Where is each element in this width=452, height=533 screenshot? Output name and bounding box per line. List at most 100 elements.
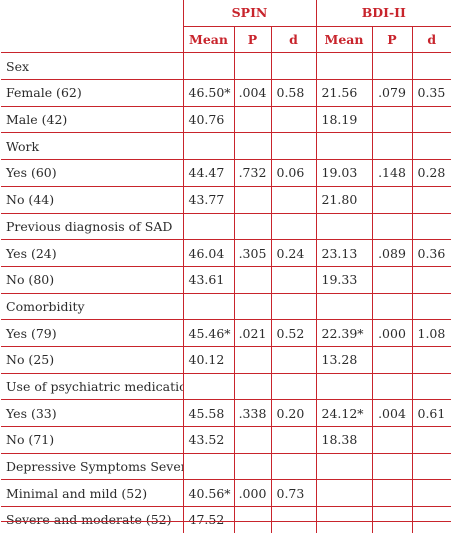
spin-mean-header: Mean xyxy=(182,25,234,53)
bdi-mean-cell: 19.03 xyxy=(315,159,372,187)
table-row: Yes (79) 45.46* .021 0.52 22.39* .000 1.08 xyxy=(1,319,452,347)
row-label: Yes (33) xyxy=(1,399,183,427)
spin-mean-cell: 46.50* xyxy=(182,79,234,107)
spin-mean-cell: 46.04 xyxy=(182,239,234,267)
bdi-mean-cell: 18.38 xyxy=(315,426,372,454)
bdi-mean-cell: 21.56 xyxy=(315,79,372,107)
bdi-d-cell: 0.61 xyxy=(411,399,452,427)
row-label: Yes (79) xyxy=(1,319,183,347)
empty-cell xyxy=(371,452,412,480)
spin-d-cell: 0.52 xyxy=(270,319,316,347)
empty-cell xyxy=(371,372,412,400)
row-label: Severe and moderate (52) xyxy=(1,506,183,533)
bdi-d-cell: 0.35 xyxy=(411,79,452,107)
bdi-mean-cell: 19.33 xyxy=(315,265,372,294)
table-row: No (71) 43.52 18.38 xyxy=(1,426,452,454)
empty-cell xyxy=(315,452,372,480)
bdi-d-cell: 0.36 xyxy=(411,239,452,267)
bdi-p-cell: .079 xyxy=(371,79,412,107)
empty-cell xyxy=(233,372,271,400)
spin-mean-cell: 45.58 xyxy=(182,399,234,427)
empty-cell xyxy=(182,212,234,240)
bdi-d-cell xyxy=(411,426,452,454)
section-header-row: Work xyxy=(1,132,452,160)
section-title: Depressive Symptoms Severity - BDI-II xyxy=(1,452,183,480)
empty-cell xyxy=(270,212,316,240)
table-row: Yes (24) 46.04.305 0.24 23.13.089 0.36 xyxy=(1,239,452,267)
bdi-d-cell: 1.08 xyxy=(411,319,452,347)
bdi-p-cell: .004 xyxy=(371,399,412,427)
bdi-mean-cell: 23.13 xyxy=(315,239,372,267)
empty-cell xyxy=(270,132,316,160)
bdi-mean-cell: 13.28 xyxy=(315,345,372,374)
section-title: Work xyxy=(1,132,183,160)
spin-p-cell xyxy=(233,345,271,374)
spin-p-cell xyxy=(233,185,271,213)
spin-group-header: SPIN xyxy=(182,0,316,27)
spin-d-cell xyxy=(270,506,316,533)
bdi-p-cell xyxy=(371,185,412,213)
section-title: Comorbidity xyxy=(1,292,183,320)
table-row: Yes (33) 45.58.338 0.20 24.12* .004 0.61 xyxy=(1,399,452,427)
bdi-d-cell xyxy=(411,105,452,133)
bdi-mean-header: Mean xyxy=(315,25,372,53)
spin-d-cell xyxy=(270,185,316,213)
table-row: Yes (60) 44.47.732 0.06 19.03.148 0.28 xyxy=(1,159,452,187)
spin-d-cell: 0.24 xyxy=(270,239,316,267)
bdi-mean-cell xyxy=(315,506,372,533)
bdi-mean-cell: 24.12* xyxy=(315,399,372,427)
spin-p-header: P xyxy=(233,25,271,53)
subheader-blank-cell xyxy=(1,26,183,53)
empty-cell xyxy=(411,452,452,480)
spin-mean-cell: 43.52 xyxy=(182,426,234,454)
empty-cell xyxy=(315,292,372,320)
spin-p-cell xyxy=(233,265,271,294)
empty-cell xyxy=(411,372,452,400)
empty-cell xyxy=(233,212,271,240)
bdi-d-cell xyxy=(411,479,452,507)
bdi-p-cell xyxy=(371,265,412,294)
empty-cell xyxy=(182,372,234,400)
table-row: No (80) 43.61 19.33 xyxy=(1,265,452,294)
empty-cell xyxy=(315,52,372,80)
bdi-p-cell xyxy=(371,426,412,454)
section-title: Use of psychiatric medication xyxy=(1,372,183,400)
bdi-p-cell xyxy=(371,506,412,533)
section-header-row: Use of psychiatric medication xyxy=(1,372,452,400)
group-header-row: SPIN BDI-II xyxy=(1,0,452,27)
empty-cell xyxy=(315,132,372,160)
spin-mean-cell: 45.46* xyxy=(182,319,234,347)
empty-cell xyxy=(233,52,271,80)
spin-mean-cell: 44.47 xyxy=(182,159,234,187)
empty-cell xyxy=(233,452,271,480)
spin-p-cell xyxy=(233,426,271,454)
spin-p-cell: .021 xyxy=(233,319,271,347)
bdi-group-header: BDI-II xyxy=(315,0,452,27)
bdi-p-cell: .148 xyxy=(371,159,412,187)
spin-d-cell: 0.73 xyxy=(270,479,316,507)
row-label: No (44) xyxy=(1,185,183,213)
section-header-row: Depressive Symptoms Severity - BDI-II xyxy=(1,452,452,480)
spin-p-cell: .732 xyxy=(233,159,271,187)
spin-p-cell xyxy=(233,506,271,533)
empty-cell xyxy=(182,132,234,160)
spin-d-cell xyxy=(270,345,316,374)
spin-p-cell: .338 xyxy=(233,399,271,427)
empty-cell xyxy=(411,212,452,240)
table-row: No (44) 43.77 21.80 xyxy=(1,185,452,213)
row-label: No (71) xyxy=(1,426,183,454)
table-bottom-rule xyxy=(1,521,451,522)
bdi-p-cell: .000 xyxy=(371,319,412,347)
spin-d-cell: 0.58 xyxy=(270,79,316,107)
spin-p-cell: .000 xyxy=(233,479,271,507)
empty-cell xyxy=(182,452,234,480)
bdi-d-header: d xyxy=(411,25,452,53)
bdi-d-cell xyxy=(411,185,452,213)
empty-cell xyxy=(411,132,452,160)
empty-cell xyxy=(371,212,412,240)
empty-cell xyxy=(270,372,316,400)
section-header-row: Sex xyxy=(1,52,452,80)
header-blank-cell xyxy=(1,0,183,26)
